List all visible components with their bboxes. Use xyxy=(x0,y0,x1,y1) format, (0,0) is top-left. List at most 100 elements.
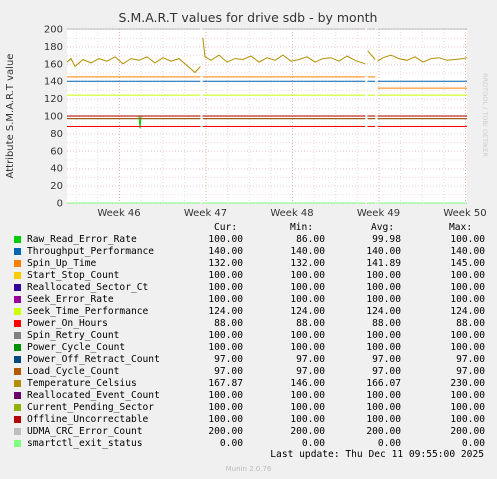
legend-min-value: 100.00 xyxy=(290,330,325,341)
legend-swatch xyxy=(14,392,21,399)
legend-series-name: Reallocated_Event_Count xyxy=(27,390,160,401)
legend-row: Reallocated_Event_Count 100.00 100.00 100.0… xyxy=(0,390,497,402)
legend-cur-value: 167.87 xyxy=(208,378,243,389)
legend-series-name: Power_Off_Retract_Count xyxy=(27,354,160,365)
legend-row: UDMA_CRC_Error_Count 200.00 200.00 200.00 20… xyxy=(0,426,497,438)
legend-series-name: Power_Cycle_Count xyxy=(27,342,126,353)
legend-row: Throughput_Performance 140.00 140.00 140.00… xyxy=(0,246,497,258)
legend-row: Seek_Time_Performance 124.00 124.00 124.00 1… xyxy=(0,306,497,318)
legend-series-name: Seek_Time_Performance xyxy=(27,306,149,317)
legend-cur-value: 0.00 xyxy=(219,438,243,449)
legend-max-value: 97.00 xyxy=(456,366,485,377)
legend-max-value: 200.00 xyxy=(450,426,485,437)
y-tick-label: 140 xyxy=(44,77,63,88)
legend-series-name: Seek_Error_Rate xyxy=(27,294,114,305)
header-cur: Cur: xyxy=(214,222,238,233)
y-tick-label: 160 xyxy=(44,59,63,70)
legend-swatch xyxy=(14,320,21,327)
header-min: Min: xyxy=(290,222,314,233)
legend-swatch xyxy=(14,428,21,435)
legend-swatch xyxy=(14,284,21,291)
legend-series-name: Spin_Retry_Count xyxy=(27,330,120,341)
legend-series-name: smartctl_exit_status xyxy=(27,438,143,449)
legend-series-name: Start_Stop_Count xyxy=(27,270,120,281)
legend-avg-value: 140.00 xyxy=(366,246,401,257)
legend-avg-value: 200.00 xyxy=(366,426,401,437)
legend-row: Start_Stop_Count 100.00 100.00 100.00 100.00 xyxy=(0,270,497,282)
x-tick-label: Week 48 xyxy=(270,208,313,219)
legend-max-value: 100.00 xyxy=(450,330,485,341)
legend-swatch xyxy=(14,356,21,363)
header-max: Max: xyxy=(449,222,473,233)
legend-row: Seek_Error_Rate 100.00 100.00 100.00 100.00 xyxy=(0,294,497,306)
legend-row: Reallocated_Sector_Ct 100.00 100.00 100.00 1… xyxy=(0,282,497,294)
y-tick-label: 20 xyxy=(50,181,63,192)
legend-avg-value: 100.00 xyxy=(366,330,401,341)
legend-cur-value: 100.00 xyxy=(208,270,243,281)
legend-avg-value: 97.00 xyxy=(372,354,401,365)
legend-cur-value: 97.00 xyxy=(214,354,243,365)
legend-swatch xyxy=(14,380,21,387)
legend-series-name: Throughput_Performance xyxy=(27,246,155,257)
legend-swatch xyxy=(14,308,21,315)
legend-swatch xyxy=(14,296,21,303)
legend-cur-value: 100.00 xyxy=(208,294,243,305)
legend-min-value: 140.00 xyxy=(290,246,325,257)
series-lines xyxy=(66,28,468,204)
y-tick-label: 60 xyxy=(50,146,63,157)
legend-min-value: 146.00 xyxy=(290,378,325,389)
legend-swatch xyxy=(14,260,21,267)
legend-min-value: 200.00 xyxy=(290,426,325,437)
legend-row: Spin_Up_Time 132.00 132.00 141.89 145.00 xyxy=(0,258,497,270)
legend-series-name: Spin_Up_Time xyxy=(27,258,97,269)
legend-cur-value: 140.00 xyxy=(208,246,243,257)
legend-avg-value: 100.00 xyxy=(366,282,401,293)
legend-cur-value: 88.00 xyxy=(214,318,243,329)
legend-avg-value: 100.00 xyxy=(366,390,401,401)
legend-cur-value: 200.00 xyxy=(208,426,243,437)
legend-swatch xyxy=(14,332,21,339)
legend-series-name: Raw_Read_Error_Rate xyxy=(27,234,137,245)
legend-swatch xyxy=(14,416,21,423)
legend-max-value: 124.00 xyxy=(450,306,485,317)
y-tick-label: 180 xyxy=(44,42,63,53)
legend-max-value: 100.00 xyxy=(450,342,485,353)
legend-row: Current_Pending_Sector 100.00 100.00 100.00… xyxy=(0,402,497,414)
legend-swatch xyxy=(14,344,21,351)
legend-max-value: 100.00 xyxy=(450,294,485,305)
legend-min-value: 100.00 xyxy=(290,282,325,293)
legend-min-value: 97.00 xyxy=(296,354,325,365)
legend-min-value: 86.00 xyxy=(296,234,325,245)
legend-max-value: 100.00 xyxy=(450,270,485,281)
legend-cur-value: 100.00 xyxy=(208,390,243,401)
legend-cur-value: 100.00 xyxy=(208,330,243,341)
legend-cur-value: 100.00 xyxy=(208,234,243,245)
legend-cur-value: 97.00 xyxy=(214,366,243,377)
legend-min-value: 100.00 xyxy=(290,342,325,353)
legend-max-value: 100.00 xyxy=(450,414,485,425)
y-tick-label: 0 xyxy=(57,199,63,210)
legend-max-value: 100.00 xyxy=(450,390,485,401)
legend-row: Raw_Read_Error_Rate 100.00 86.00 99.98 100.0… xyxy=(0,234,497,246)
legend-avg-value: 100.00 xyxy=(366,402,401,413)
legend-series-name: Temperature_Celsius xyxy=(27,378,137,389)
legend-cur-value: 100.00 xyxy=(208,342,243,353)
legend-swatch xyxy=(14,404,21,411)
legend-swatch xyxy=(14,248,21,255)
legend-row: Power_On_Hours 88.00 88.00 88.00 88.00 xyxy=(0,318,497,330)
legend-max-value: 0.00 xyxy=(461,438,485,449)
legend-min-value: 100.00 xyxy=(290,402,325,413)
legend-series-name: UDMA_CRC_Error_Count xyxy=(27,426,143,437)
legend-series-name: Offline_Uncorrectable xyxy=(27,414,149,425)
legend-avg-value: 124.00 xyxy=(366,306,401,317)
legend-row: smartctl_exit_status 0.00 0.00 0.00 0.00 xyxy=(0,438,497,450)
legend-swatch xyxy=(14,272,21,279)
legend-max-value: 97.00 xyxy=(456,354,485,365)
series-spin-up-time xyxy=(67,76,467,89)
legend-cur-value: 124.00 xyxy=(208,306,243,317)
legend-max-value: 230.00 xyxy=(450,378,485,389)
legend-series-name: Current_Pending_Sector xyxy=(27,402,155,413)
legend-max-value: 100.00 xyxy=(450,282,485,293)
legend-avg-value: 97.00 xyxy=(372,366,401,377)
legend-row: Temperature_Celsius 167.87 146.00 166.07 230… xyxy=(0,378,497,390)
